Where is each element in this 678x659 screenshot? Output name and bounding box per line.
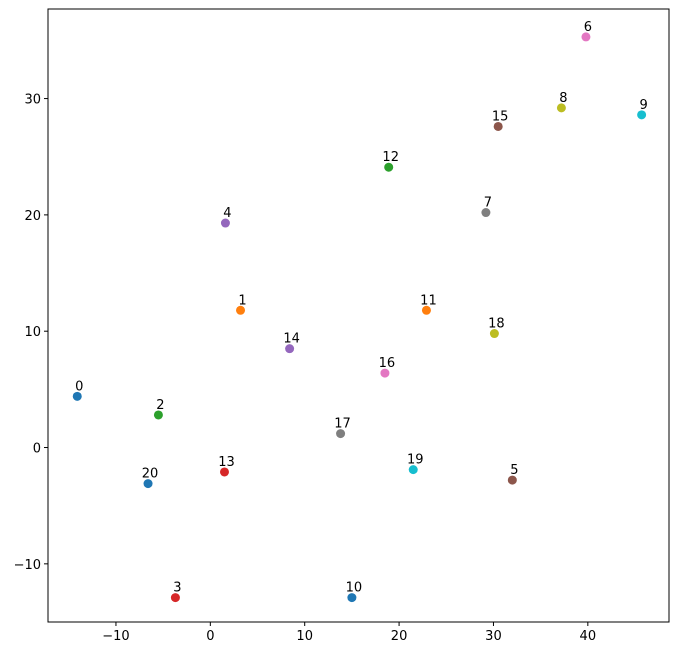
point	[236, 305, 246, 315]
point-label: 15	[492, 109, 509, 124]
point	[72, 391, 82, 401]
point	[336, 429, 346, 439]
point	[153, 410, 163, 420]
point	[143, 479, 153, 489]
point	[489, 329, 499, 339]
point-label: 16	[379, 356, 396, 371]
point-label: 0	[75, 379, 83, 394]
point	[384, 162, 394, 172]
point-label: 6	[584, 20, 592, 35]
y-tick-label: 30	[24, 93, 41, 108]
point	[380, 368, 390, 378]
point-label: 7	[484, 196, 492, 211]
point	[408, 465, 418, 475]
point	[637, 110, 647, 120]
point-label: 13	[218, 455, 235, 470]
point	[220, 218, 230, 228]
x-tick-label: 0	[206, 629, 214, 644]
point	[507, 475, 517, 485]
x-tick-label: 30	[485, 629, 502, 644]
y-tick-label: 20	[24, 209, 41, 224]
y-tick-label: 10	[24, 325, 41, 340]
plot-frame	[47, 8, 670, 623]
point	[219, 467, 229, 477]
y-tick-label: −10	[14, 558, 41, 573]
point-label: 5	[510, 463, 518, 478]
point	[421, 305, 431, 315]
point-label: 18	[488, 317, 505, 332]
point-label: 17	[334, 417, 351, 432]
point	[493, 121, 503, 131]
x-tick-label: 40	[580, 629, 597, 644]
x-tick-label: −10	[102, 629, 129, 644]
point-label: 14	[283, 332, 300, 347]
point	[170, 593, 180, 603]
point	[481, 208, 491, 218]
point	[285, 344, 295, 354]
x-tick-label: 10	[296, 629, 313, 644]
point	[556, 103, 566, 113]
point-label: 8	[559, 91, 567, 106]
point-label: 3	[173, 581, 181, 596]
point-label: 9	[639, 98, 647, 113]
point-label: 10	[346, 581, 363, 596]
point-label: 1	[238, 293, 246, 308]
y-tick-label: 0	[33, 442, 41, 457]
point	[347, 593, 357, 603]
point-label: 20	[142, 467, 159, 482]
point-label: 4	[223, 206, 231, 221]
point-label: 19	[407, 453, 424, 468]
point	[581, 32, 591, 42]
point-label: 12	[382, 150, 399, 165]
point-label: 2	[156, 398, 164, 413]
point-label: 11	[420, 293, 437, 308]
x-tick-label: 20	[391, 629, 408, 644]
